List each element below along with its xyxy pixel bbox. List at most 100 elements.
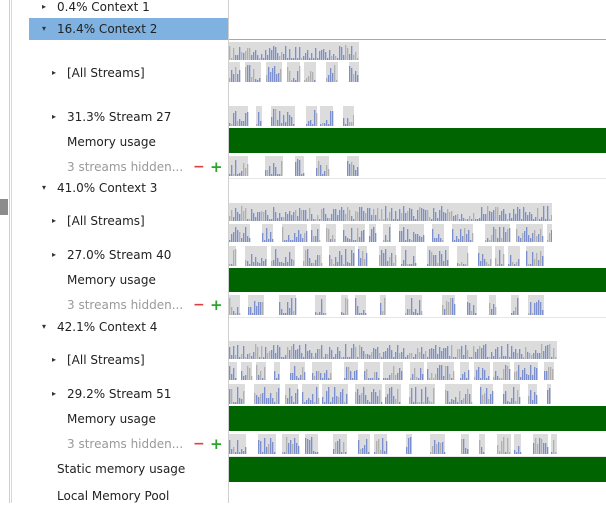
activity-bar — [415, 309, 417, 315]
tree-row-context-4[interactable]: ▾ 42.1% Context 4 — [29, 316, 228, 338]
activity-bar — [256, 306, 258, 315]
activity-bar — [308, 398, 310, 404]
activity-bar — [268, 398, 270, 404]
tree-row-memory-usage[interactable]: Memory usage — [29, 269, 228, 291]
activity-bar — [367, 400, 369, 404]
tree-row-stream[interactable]: ▸ 29.2% Stream 51 — [29, 383, 228, 405]
tree-row-local-memory-pool[interactable]: Local Memory Pool — [29, 485, 228, 507]
activity-bar — [325, 214, 327, 221]
activity-bar — [371, 392, 373, 404]
activity-bar — [296, 443, 298, 454]
activity-bar — [527, 215, 529, 221]
tree-row-context-3[interactable]: ▾ 41.0% Context 3 — [29, 177, 228, 199]
pane-splitter[interactable] — [228, 0, 229, 503]
activity-bar — [361, 393, 363, 404]
tree-row-stream[interactable]: ▸ 31.3% Stream 27 — [29, 106, 228, 128]
activity-bar — [536, 236, 538, 242]
expand-arrow-icon[interactable]: ▸ — [51, 112, 56, 121]
activity-bar — [295, 210, 297, 221]
activity-bar — [406, 447, 408, 454]
tree-row-static-memory[interactable]: Static memory usage — [29, 458, 228, 480]
add-icon[interactable]: + — [210, 435, 223, 453]
activity-bar — [305, 438, 307, 454]
remove-icon[interactable]: − — [193, 436, 205, 452]
collapse-arrow-icon[interactable]: ▾ — [41, 183, 46, 192]
activity-bar — [518, 365, 520, 380]
add-icon[interactable]: + — [210, 158, 223, 176]
tree-row-memory-usage[interactable]: Memory usage — [29, 408, 228, 430]
tree-row-all-streams[interactable]: ▸ [All Streams] — [29, 62, 228, 84]
activity-bar — [264, 367, 266, 380]
activity-bar — [429, 378, 431, 380]
activity-segment — [326, 224, 336, 242]
stream-label: 27.0% Stream 40 — [67, 248, 172, 262]
activity-bar — [447, 260, 449, 266]
activity-bar — [525, 347, 527, 359]
activity-bar — [518, 446, 520, 454]
activity-bar — [337, 347, 339, 359]
activity-bar — [250, 307, 252, 315]
remove-icon[interactable]: − — [193, 159, 205, 175]
activity-sparkline — [229, 434, 557, 454]
expand-arrow-icon[interactable]: ▸ — [51, 250, 56, 259]
activity-bar — [497, 264, 499, 266]
activity-bar — [233, 217, 235, 221]
activity-bar — [243, 121, 245, 126]
tree-row-context-2[interactable]: ▾ 16.4% Context 2 — [29, 18, 228, 40]
remove-icon[interactable]: − — [193, 297, 205, 313]
activity-bar — [332, 397, 334, 404]
activity-bar — [528, 375, 530, 380]
activity-bar — [285, 395, 287, 404]
activity-bar — [339, 439, 341, 454]
activity-bar — [462, 374, 464, 380]
activity-bar — [515, 307, 517, 315]
activity-bar — [231, 210, 233, 221]
activity-bar — [260, 121, 262, 126]
activity-bar — [243, 376, 245, 380]
activity-bar — [507, 219, 509, 221]
activity-bar — [378, 439, 380, 454]
activity-bar — [365, 395, 367, 404]
tree-row-stream[interactable]: ▸ 27.0% Stream 40 — [29, 244, 228, 266]
all-streams-label: [All Streams] — [67, 214, 145, 228]
activity-bar — [418, 378, 420, 380]
expand-arrow-icon[interactable]: ▸ — [51, 68, 56, 77]
activity-bar — [325, 52, 327, 60]
activity-bar — [419, 300, 421, 315]
activity-bar — [486, 388, 488, 404]
panel-collapse-handle[interactable] — [0, 199, 8, 215]
activity-bar — [333, 264, 335, 266]
activity-segment — [241, 362, 252, 380]
activity-bar — [405, 240, 407, 242]
activity-bar — [313, 263, 315, 266]
tree-row-memory-usage[interactable]: Memory usage — [29, 131, 228, 153]
activity-bar — [413, 357, 415, 359]
tree-row-context-1[interactable]: ▸ 0.4% Context 1 — [29, 0, 228, 14]
activity-bar — [285, 355, 287, 359]
expand-arrow-icon[interactable]: ▸ — [51, 355, 56, 364]
activity-bar — [235, 378, 237, 380]
activity-bar — [261, 346, 263, 359]
activity-bar — [359, 207, 361, 221]
activity-bar — [547, 240, 549, 242]
activity-bar — [289, 211, 291, 221]
activity-bar — [473, 213, 475, 221]
tree-row-all-streams[interactable]: ▸ [All Streams] — [29, 210, 228, 232]
activity-bar — [285, 46, 287, 60]
expand-arrow-icon[interactable]: ▸ — [41, 2, 46, 11]
activity-bar — [279, 174, 281, 176]
activity-bar — [266, 447, 268, 454]
expand-arrow-icon[interactable]: ▸ — [51, 389, 56, 398]
activity-bar — [363, 387, 365, 404]
expand-arrow-icon[interactable]: ▸ — [51, 216, 56, 225]
tree-row-all-streams[interactable]: ▸ [All Streams] — [29, 349, 228, 371]
activity-bar — [387, 261, 389, 266]
add-icon[interactable]: + — [210, 296, 223, 314]
activity-bar — [429, 401, 431, 404]
collapse-arrow-icon[interactable]: ▾ — [41, 24, 46, 33]
activity-bar — [464, 228, 466, 242]
collapse-arrow-icon[interactable]: ▾ — [41, 322, 46, 331]
activity-bar — [536, 302, 538, 315]
activity-bar — [536, 253, 538, 266]
activity-bar — [367, 208, 369, 221]
